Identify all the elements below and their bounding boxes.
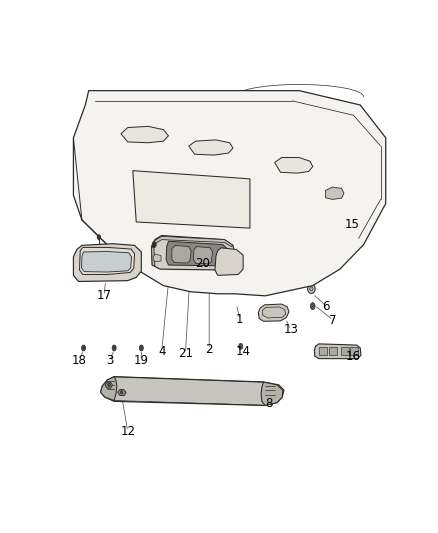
Polygon shape xyxy=(275,158,313,173)
Polygon shape xyxy=(133,171,250,228)
Polygon shape xyxy=(166,241,230,266)
Ellipse shape xyxy=(310,287,313,291)
Polygon shape xyxy=(81,252,131,272)
Ellipse shape xyxy=(139,345,143,351)
Polygon shape xyxy=(194,247,212,264)
Text: 2: 2 xyxy=(205,343,213,356)
Polygon shape xyxy=(215,248,243,276)
Text: 19: 19 xyxy=(134,354,149,367)
Ellipse shape xyxy=(112,345,116,351)
Ellipse shape xyxy=(307,284,315,293)
Polygon shape xyxy=(314,344,361,359)
Polygon shape xyxy=(319,347,327,356)
Ellipse shape xyxy=(81,345,86,351)
Text: 20: 20 xyxy=(195,257,210,270)
Text: 14: 14 xyxy=(236,345,251,358)
Polygon shape xyxy=(74,244,141,281)
Text: 16: 16 xyxy=(346,350,361,362)
Text: 6: 6 xyxy=(322,300,330,312)
Text: 4: 4 xyxy=(158,345,166,358)
Polygon shape xyxy=(261,382,283,406)
Ellipse shape xyxy=(152,241,156,247)
Polygon shape xyxy=(152,236,237,270)
Text: 21: 21 xyxy=(178,347,193,360)
Text: 13: 13 xyxy=(283,324,298,336)
Ellipse shape xyxy=(319,178,351,208)
Text: 17: 17 xyxy=(96,289,111,302)
Text: 3: 3 xyxy=(106,354,114,367)
Polygon shape xyxy=(152,247,155,266)
Ellipse shape xyxy=(120,391,123,394)
Polygon shape xyxy=(153,254,161,262)
Polygon shape xyxy=(350,347,358,356)
Polygon shape xyxy=(258,304,289,321)
Polygon shape xyxy=(101,377,117,400)
Ellipse shape xyxy=(97,235,101,240)
Polygon shape xyxy=(105,382,113,388)
Text: 15: 15 xyxy=(344,219,359,231)
Polygon shape xyxy=(101,377,284,406)
Polygon shape xyxy=(121,126,169,143)
Polygon shape xyxy=(152,236,233,248)
Ellipse shape xyxy=(239,343,243,349)
Polygon shape xyxy=(189,140,233,155)
Polygon shape xyxy=(329,347,337,356)
Polygon shape xyxy=(80,247,134,274)
Text: 8: 8 xyxy=(265,397,272,410)
Text: 1: 1 xyxy=(236,313,244,326)
Ellipse shape xyxy=(311,303,315,310)
Polygon shape xyxy=(172,245,191,263)
Polygon shape xyxy=(325,187,344,199)
Text: 18: 18 xyxy=(72,354,87,367)
Ellipse shape xyxy=(108,383,110,386)
Text: 12: 12 xyxy=(120,425,135,438)
Polygon shape xyxy=(74,91,386,296)
Text: 7: 7 xyxy=(329,313,337,327)
Polygon shape xyxy=(262,307,286,318)
Polygon shape xyxy=(117,390,126,395)
Polygon shape xyxy=(341,347,349,356)
